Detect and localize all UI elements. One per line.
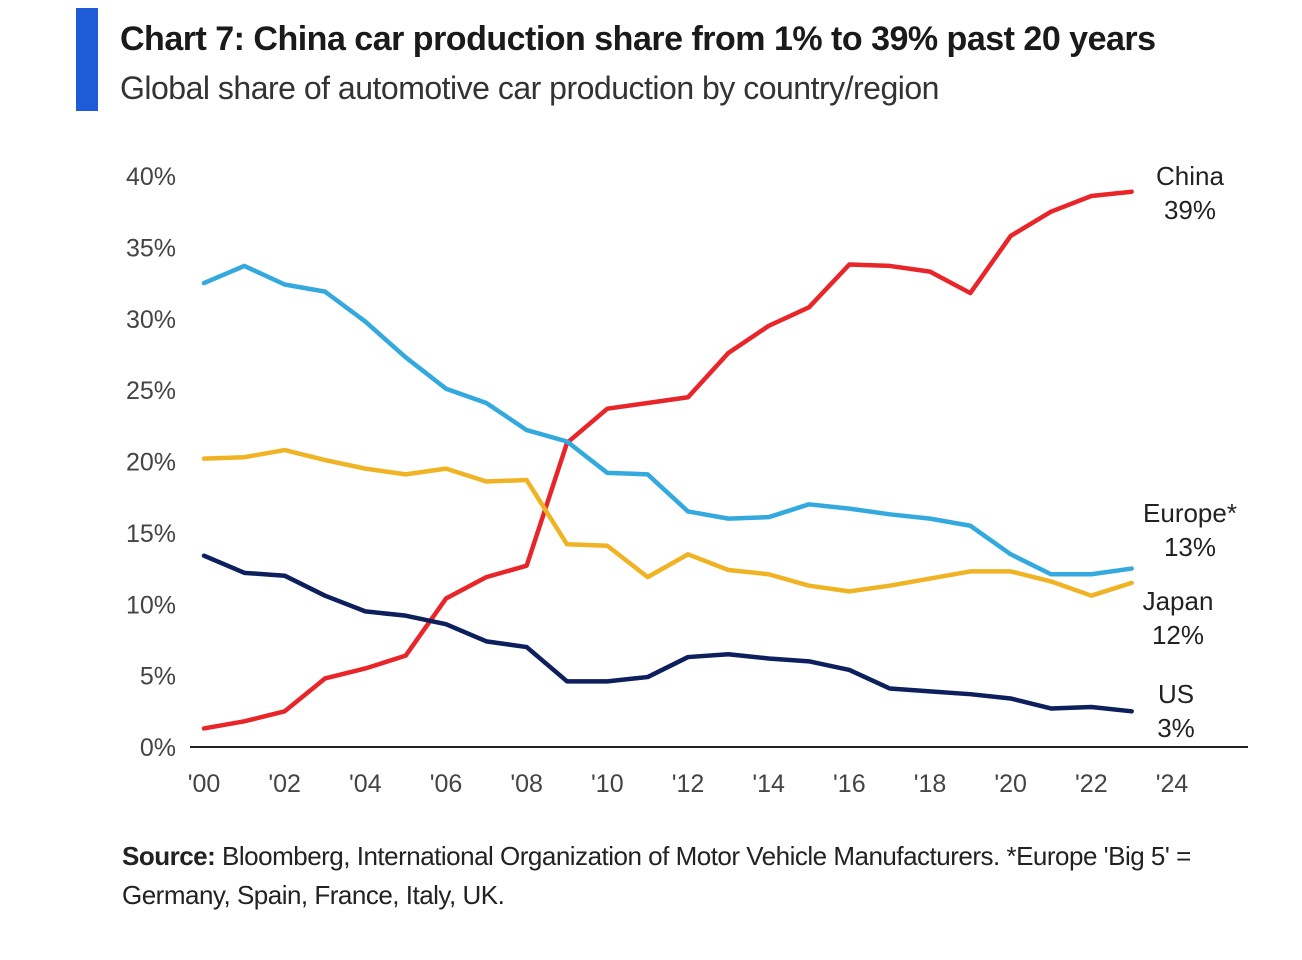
- y-tick-label: 35%: [126, 234, 176, 262]
- x-tick-label: '20: [994, 770, 1027, 798]
- chart-subtitle: Global share of automotive car productio…: [120, 70, 939, 106]
- series-end-value-europe: 13%: [1164, 532, 1216, 562]
- y-tick-label: 25%: [126, 377, 176, 405]
- x-tick-label: '10: [591, 770, 624, 798]
- x-tick-label: '08: [510, 770, 543, 798]
- y-tick-label: 5%: [140, 663, 176, 691]
- series-label-us: US: [1158, 679, 1194, 709]
- series-label-china: China: [1156, 161, 1224, 191]
- y-tick-label: 20%: [126, 449, 176, 477]
- x-tick-label: '24: [1156, 770, 1189, 798]
- y-tick-label: 30%: [126, 306, 176, 334]
- y-tick-label: 40%: [126, 163, 176, 191]
- series-label-europe: Europe*: [1143, 498, 1237, 528]
- series-end-value-japan: 12%: [1152, 620, 1204, 650]
- x-tick-label: '12: [672, 770, 705, 798]
- source-text: Bloomberg, International Organization of…: [122, 841, 1191, 910]
- series-end-value-us: 3%: [1157, 713, 1195, 743]
- x-tick-label: '06: [430, 770, 463, 798]
- y-tick-label: 0%: [140, 734, 176, 762]
- source-note: Source: Bloomberg, International Organiz…: [122, 837, 1242, 915]
- series-line-china: [201, 189, 1134, 731]
- y-tick-label: 15%: [126, 520, 176, 548]
- x-tick-label: '22: [1075, 770, 1108, 798]
- x-tick-label: '02: [268, 770, 301, 798]
- x-tick-label: '04: [349, 770, 382, 798]
- line-chart: 0% 5% 10% 15% 20% 25% 30% 35% 40% '00 '02 '04 '06 '08…: [126, 161, 1248, 798]
- y-tick-label: 10%: [126, 591, 176, 619]
- series-line-us: [201, 553, 1134, 714]
- title-accent-bar: [76, 8, 98, 111]
- chart-title: Chart 7: China car production share from…: [120, 20, 1156, 58]
- series-label-japan: Japan: [1143, 586, 1214, 616]
- x-tick-label: '18: [914, 770, 947, 798]
- series-line-europe: [201, 263, 1134, 577]
- x-tick-label: '14: [752, 770, 785, 798]
- series-end-value-china: 39%: [1164, 195, 1216, 225]
- x-tick-label: '00: [188, 770, 221, 798]
- series-line-japan: [201, 447, 1134, 598]
- source-label: Source:: [122, 841, 216, 871]
- x-tick-label: '16: [833, 770, 866, 798]
